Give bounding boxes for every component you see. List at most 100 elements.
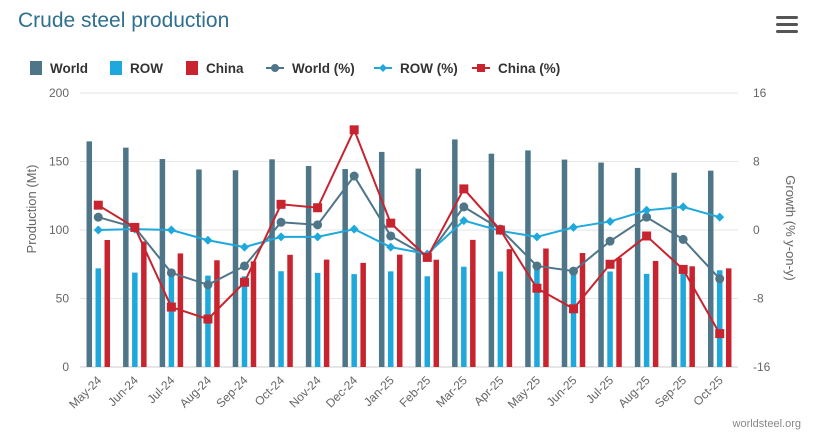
bar-world-feb-25[interactable] [415, 168, 422, 367]
marker-row-pct-nov-24[interactable] [313, 232, 323, 242]
marker-china-pct-apr-25[interactable] [495, 225, 505, 235]
bar-world-oct-24[interactable] [269, 159, 275, 367]
marker-china-pct-oct-25[interactable] [715, 329, 725, 339]
bar-row-oct-25[interactable] [716, 270, 723, 367]
bar-world-may-25[interactable] [525, 150, 531, 367]
marker-china-pct-may-25[interactable] [532, 283, 542, 293]
marker-row-pct-sep-24[interactable] [240, 242, 249, 252]
bar-row-feb-25[interactable] [424, 276, 431, 367]
marker-china-pct-jun-25[interactable] [569, 304, 578, 314]
marker-china-pct-mar-25[interactable] [459, 184, 469, 194]
bar-china-sep-24[interactable] [250, 261, 257, 367]
marker-china-pct-jun-24[interactable] [130, 222, 140, 232]
marker-row-pct-aug-25[interactable] [642, 205, 652, 215]
bar-china-sep-25[interactable] [689, 266, 695, 367]
marker-world-pct-oct-24[interactable] [276, 217, 286, 227]
bar-china-jan-25[interactable] [396, 254, 403, 367]
bar-row-jul-25[interactable] [607, 271, 613, 367]
legend-item-world[interactable]: World [30, 58, 88, 78]
legend-item-row[interactable]: ROW [110, 58, 163, 78]
bar-china-jun-25[interactable] [579, 253, 586, 367]
legend-item-china-pct[interactable]: China (%) [472, 58, 560, 78]
bar-world-sep-24[interactable] [232, 170, 239, 367]
marker-china-pct-oct-24[interactable] [276, 199, 286, 209]
bar-row-oct-24[interactable] [278, 271, 284, 367]
marker-china-pct-sep-25[interactable] [678, 264, 688, 274]
marker-row-pct-mar-25[interactable] [459, 216, 469, 226]
bar-world-may-24[interactable] [86, 141, 93, 367]
marker-row-pct-jul-24[interactable] [166, 225, 176, 235]
marker-row-pct-jun-25[interactable] [569, 222, 578, 232]
marker-row-pct-aug-24[interactable] [203, 235, 213, 245]
marker-world-pct-may-25[interactable] [532, 261, 542, 271]
bar-row-jun-25[interactable] [570, 273, 577, 367]
marker-world-pct-nov-24[interactable] [313, 220, 323, 230]
marker-world-pct-jan-25[interactable] [386, 231, 396, 241]
bar-world-dec-24[interactable] [342, 169, 348, 367]
legend-item-world-pct[interactable]: World (%) [266, 58, 355, 78]
marker-world-pct-jul-25[interactable] [605, 236, 615, 246]
marker-world-pct-jul-24[interactable] [166, 268, 176, 278]
marker-row-pct-oct-25[interactable] [715, 212, 725, 222]
bar-china-oct-25[interactable] [725, 268, 732, 367]
bar-world-nov-24[interactable] [305, 166, 312, 367]
bar-world-apr-25[interactable] [488, 153, 495, 367]
bar-world-mar-25[interactable] [452, 139, 458, 367]
bar-world-jan-25[interactable] [378, 151, 385, 367]
marker-china-pct-aug-25[interactable] [642, 231, 652, 241]
marker-world-pct-sep-24[interactable] [240, 261, 249, 271]
marker-china-pct-jul-25[interactable] [605, 259, 615, 269]
bar-row-jun-24[interactable] [132, 272, 138, 367]
bar-row-mar-25[interactable] [461, 266, 467, 367]
marker-world-pct-aug-24[interactable] [203, 280, 213, 290]
bar-china-jun-24[interactable] [141, 241, 147, 367]
legend-item-china[interactable]: China [186, 58, 244, 78]
marker-world-pct-mar-25[interactable] [459, 202, 469, 212]
marker-world-pct-may-24[interactable] [93, 212, 103, 222]
marker-china-pct-sep-24[interactable] [240, 277, 249, 287]
marker-row-pct-may-24[interactable] [93, 225, 103, 235]
marker-world-pct-sep-25[interactable] [678, 234, 688, 244]
bar-china-aug-25[interactable] [652, 260, 659, 367]
bar-china-aug-24[interactable] [214, 260, 220, 367]
marker-row-pct-may-25[interactable] [532, 232, 542, 242]
marker-world-pct-dec-24[interactable] [349, 171, 359, 181]
bar-china-jul-25[interactable] [616, 257, 622, 367]
marker-world-pct-jun-25[interactable] [569, 266, 578, 276]
bar-china-apr-25[interactable] [506, 249, 513, 367]
marker-china-pct-jan-25[interactable] [386, 218, 396, 228]
marker-row-pct-jan-25[interactable] [386, 242, 396, 252]
bar-world-jun-25[interactable] [561, 159, 568, 367]
marker-world-pct-aug-25[interactable] [642, 212, 652, 222]
bar-row-apr-25[interactable] [497, 271, 504, 367]
marker-row-pct-oct-24[interactable] [276, 232, 286, 242]
marker-china-pct-jul-24[interactable] [166, 302, 176, 312]
bar-world-sep-25[interactable] [671, 172, 677, 367]
bar-row-may-25[interactable] [534, 268, 540, 367]
marker-row-pct-jul-25[interactable] [605, 216, 615, 226]
bar-world-jun-24[interactable] [123, 147, 129, 367]
bar-china-mar-25[interactable] [470, 239, 476, 367]
bar-china-may-24[interactable] [104, 240, 111, 367]
marker-china-pct-nov-24[interactable] [313, 203, 323, 213]
bar-china-nov-24[interactable] [323, 259, 330, 367]
marker-china-pct-aug-24[interactable] [203, 314, 213, 324]
bar-row-nov-24[interactable] [314, 272, 321, 367]
bar-china-feb-25[interactable] [433, 259, 440, 367]
bar-china-oct-24[interactable] [287, 254, 293, 367]
marker-row-pct-dec-24[interactable] [349, 224, 359, 234]
legend-item-row-pct[interactable]: ROW (%) [374, 58, 458, 78]
bar-row-dec-24[interactable] [351, 274, 357, 367]
bar-world-jul-25[interactable] [598, 162, 604, 367]
bar-row-sep-24[interactable] [241, 276, 248, 367]
bar-row-jul-24[interactable] [168, 271, 175, 367]
marker-china-pct-may-24[interactable] [93, 200, 103, 210]
bar-world-aug-25[interactable] [634, 167, 641, 367]
hamburger-menu-icon[interactable] [776, 16, 798, 36]
bar-row-may-24[interactable] [95, 268, 102, 367]
bar-world-aug-24[interactable] [196, 169, 202, 367]
marker-china-pct-dec-24[interactable] [349, 125, 359, 135]
bar-china-dec-24[interactable] [360, 262, 366, 367]
bar-row-jan-25[interactable] [387, 271, 394, 367]
marker-world-pct-oct-25[interactable] [715, 274, 725, 284]
